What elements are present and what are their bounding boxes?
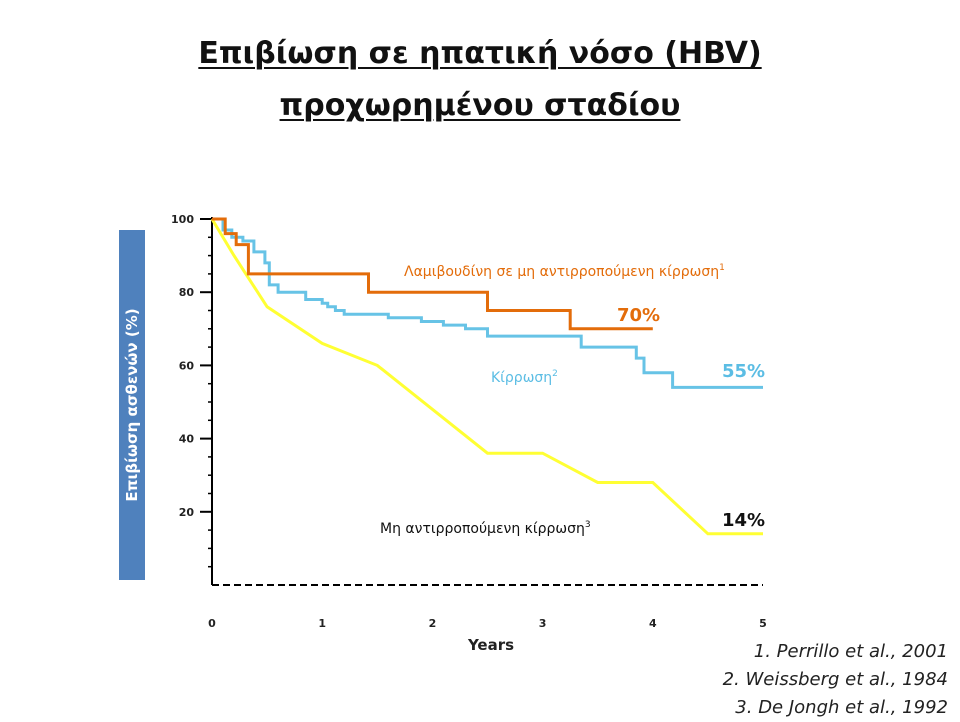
series-line-decompensated bbox=[210, 218, 763, 536]
y-tick-label: 60 bbox=[179, 359, 195, 372]
x-axis-title: Years bbox=[467, 636, 514, 654]
end-value-label-cirrhosis: 55% bbox=[722, 361, 765, 382]
reference-1: 1. Perrillo et al., 2001 bbox=[753, 641, 948, 662]
y-axis-label-box: Επιβίωση ασθενών (%) bbox=[119, 230, 145, 580]
reference-3: 3. De Jongh et al., 1992 bbox=[735, 697, 948, 718]
x-tick-label: 4 bbox=[649, 617, 657, 630]
series-label-lamivudine: Λαμιβουδίνη σε μη αντιρροπούμενη κίρρωση… bbox=[404, 263, 725, 280]
chart-title-line-1: Επιβίωση σε ηπατική νόσο (HBV) bbox=[198, 36, 762, 71]
y-tick-label: 20 bbox=[179, 506, 195, 519]
end-value-label-decompensated: 14% bbox=[722, 510, 765, 531]
x-tick-label: 5 bbox=[759, 617, 767, 630]
y-tick-label: 40 bbox=[179, 433, 195, 446]
series-label-cirrhosis: Κίρρωση2 bbox=[491, 369, 558, 386]
x-tick-label: 1 bbox=[318, 617, 326, 630]
references: 1. Perrillo et al., 2001 2. Weissberg et… bbox=[723, 638, 948, 722]
series-line-cirrhosis bbox=[212, 217, 763, 389]
x-tick-label: 3 bbox=[539, 617, 547, 630]
end-value-label-lamivudine: 70% bbox=[617, 305, 660, 326]
x-tick-label: 2 bbox=[429, 617, 437, 630]
y-tick-label: 100 bbox=[171, 213, 194, 226]
y-tick-label: 80 bbox=[179, 286, 195, 299]
reference-2: 2. Weissberg et al., 1984 bbox=[722, 669, 948, 690]
series-label-decompensated: Μη αντιρροπούμενη κίρρωση3 bbox=[380, 520, 591, 537]
chart-title-line-2: προχωρημένου σταδίου bbox=[279, 88, 681, 123]
x-tick-label: 0 bbox=[208, 617, 216, 630]
series-line-lamivudine bbox=[212, 217, 653, 331]
